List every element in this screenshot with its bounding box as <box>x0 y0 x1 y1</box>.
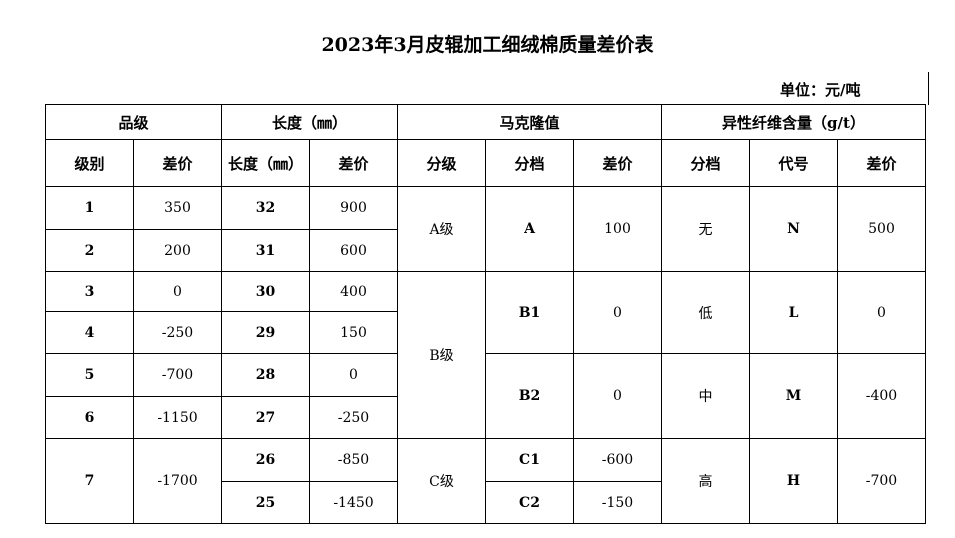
grade-level: 7 <box>45 438 134 524</box>
length-mm: 31 <box>221 229 310 272</box>
foreign-fiber-range: 低 <box>661 271 750 354</box>
column-header: 级别 <box>45 139 134 187</box>
foreign-fiber-price: 0 <box>837 271 926 354</box>
foreign-fiber-code: N <box>749 186 838 272</box>
micronaire-class: A级 <box>397 186 486 272</box>
micronaire-price: 0 <box>573 353 662 439</box>
grade-level: 6 <box>45 396 134 439</box>
micronaire-range: B2 <box>485 353 574 439</box>
micronaire-price: -600 <box>573 438 662 482</box>
foreign-fiber-range: 无 <box>661 186 750 272</box>
foreign-fiber-price: -400 <box>837 353 926 439</box>
foreign-fiber-price: 500 <box>837 186 926 272</box>
micronaire-class: B级 <box>397 271 486 439</box>
length-price: -250 <box>309 396 398 439</box>
grade-price: 200 <box>133 229 222 272</box>
column-header: 差价 <box>309 139 398 187</box>
micronaire-price: 0 <box>573 271 662 354</box>
column-header: 代号 <box>749 139 838 187</box>
grade-level: 4 <box>45 311 134 354</box>
grade-price: -250 <box>133 311 222 354</box>
divider <box>928 72 929 105</box>
micronaire-range: B1 <box>485 271 574 354</box>
micronaire-range: C2 <box>485 481 574 524</box>
micronaire-price: 100 <box>573 186 662 272</box>
foreign-fiber-price: -700 <box>837 438 926 524</box>
price-table: 品级 长度（㎜） 马克隆值 异性纤维含量（g/t） 级别 差价 长度（㎜） 差价… <box>45 104 926 524</box>
length-mm: 27 <box>221 396 310 439</box>
group-header-grade: 品级 <box>45 104 222 140</box>
column-header: 差价 <box>837 139 926 187</box>
grade-level: 2 <box>45 229 134 272</box>
column-header: 分档 <box>661 139 750 187</box>
micronaire-class: C级 <box>397 438 486 524</box>
length-mm: 29 <box>221 311 310 354</box>
grade-price: -1700 <box>133 438 222 524</box>
foreign-fiber-code: L <box>749 271 838 354</box>
grade-level: 3 <box>45 271 134 312</box>
column-header: 差价 <box>573 139 662 187</box>
column-header: 分级 <box>397 139 486 187</box>
group-header-micronaire: 马克隆值 <box>397 104 662 140</box>
length-price: 400 <box>309 271 398 312</box>
group-header-length: 长度（㎜） <box>221 104 398 140</box>
grade-level: 5 <box>45 353 134 397</box>
grade-price: 350 <box>133 186 222 230</box>
foreign-fiber-code: M <box>749 353 838 439</box>
length-mm: 32 <box>221 186 310 230</box>
length-mm: 25 <box>221 481 310 524</box>
group-header-foreign-fiber: 异性纤维含量（g/t） <box>661 104 926 140</box>
column-header: 长度（㎜） <box>221 139 310 187</box>
unit-label: 单位：元/吨 <box>780 81 861 99</box>
length-mm: 26 <box>221 438 310 482</box>
length-mm: 30 <box>221 271 310 312</box>
grade-level: 1 <box>45 186 134 230</box>
grade-price: -1150 <box>133 396 222 439</box>
page-title: 2023年3月皮辊加工细绒棉质量差价表 <box>321 34 654 56</box>
length-price: 0 <box>309 353 398 397</box>
column-header: 分档 <box>485 139 574 187</box>
foreign-fiber-code: H <box>749 438 838 524</box>
length-price: 150 <box>309 311 398 354</box>
micronaire-range: C1 <box>485 438 574 482</box>
column-header: 差价 <box>133 139 222 187</box>
grade-price: 0 <box>133 271 222 312</box>
micronaire-price: -150 <box>573 481 662 524</box>
foreign-fiber-range: 中 <box>661 353 750 439</box>
length-mm: 28 <box>221 353 310 397</box>
length-price: 600 <box>309 229 398 272</box>
length-price: 900 <box>309 186 398 230</box>
length-price: -850 <box>309 438 398 482</box>
length-price: -1450 <box>309 481 398 524</box>
grade-price: -700 <box>133 353 222 397</box>
micronaire-range: A <box>485 186 574 272</box>
foreign-fiber-range: 高 <box>661 438 750 524</box>
